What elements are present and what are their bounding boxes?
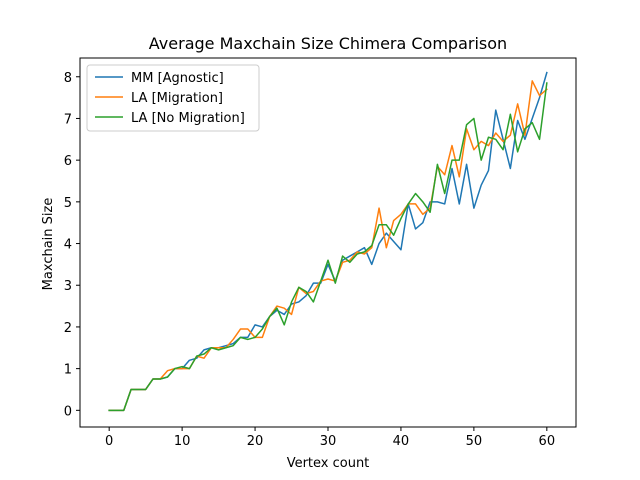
series-line-2 xyxy=(108,82,548,412)
y-axis-label: Maxchain Size xyxy=(41,198,56,291)
y-tick-label: 2 xyxy=(64,321,72,336)
legend-label-0: MM [Agnostic] xyxy=(131,71,224,86)
y-tick-label: 6 xyxy=(64,154,72,169)
legend-label-1: LA [Migration] xyxy=(131,91,223,106)
legend: MM [Agnostic] LA [Migration] LA [No Migrat… xyxy=(86,64,260,132)
x-tick-label: 10 xyxy=(174,434,191,449)
chart-title: Average Maxchain Size Chimera Comparison xyxy=(149,34,507,53)
y-tick-label: 7 xyxy=(64,112,72,127)
y-tick-label: 5 xyxy=(64,196,72,211)
axes-ticks: 0 10 20 30 40 50 60 0 1 2 3 4 5 6 7 8 xyxy=(64,71,555,449)
y-tick-label: 1 xyxy=(64,363,72,378)
y-tick-label: 3 xyxy=(64,279,72,294)
x-axis-label: Vertex count xyxy=(287,456,370,471)
x-tick-label: 0 xyxy=(105,434,113,449)
y-tick-label: 4 xyxy=(64,238,72,253)
legend-box xyxy=(86,64,260,132)
x-tick-label: 40 xyxy=(393,434,410,449)
y-tick-label: 8 xyxy=(64,71,72,86)
legend-label-2: LA [No Migration] xyxy=(131,111,245,126)
series-line-1 xyxy=(108,80,548,412)
y-tick-label: 0 xyxy=(64,404,72,419)
x-tick-label: 20 xyxy=(247,434,264,449)
plot-series xyxy=(108,71,548,412)
x-tick-label: 30 xyxy=(320,434,337,449)
x-tick-label: 50 xyxy=(466,434,483,449)
x-tick-label: 60 xyxy=(539,434,556,449)
plot-area-frame xyxy=(79,57,577,428)
